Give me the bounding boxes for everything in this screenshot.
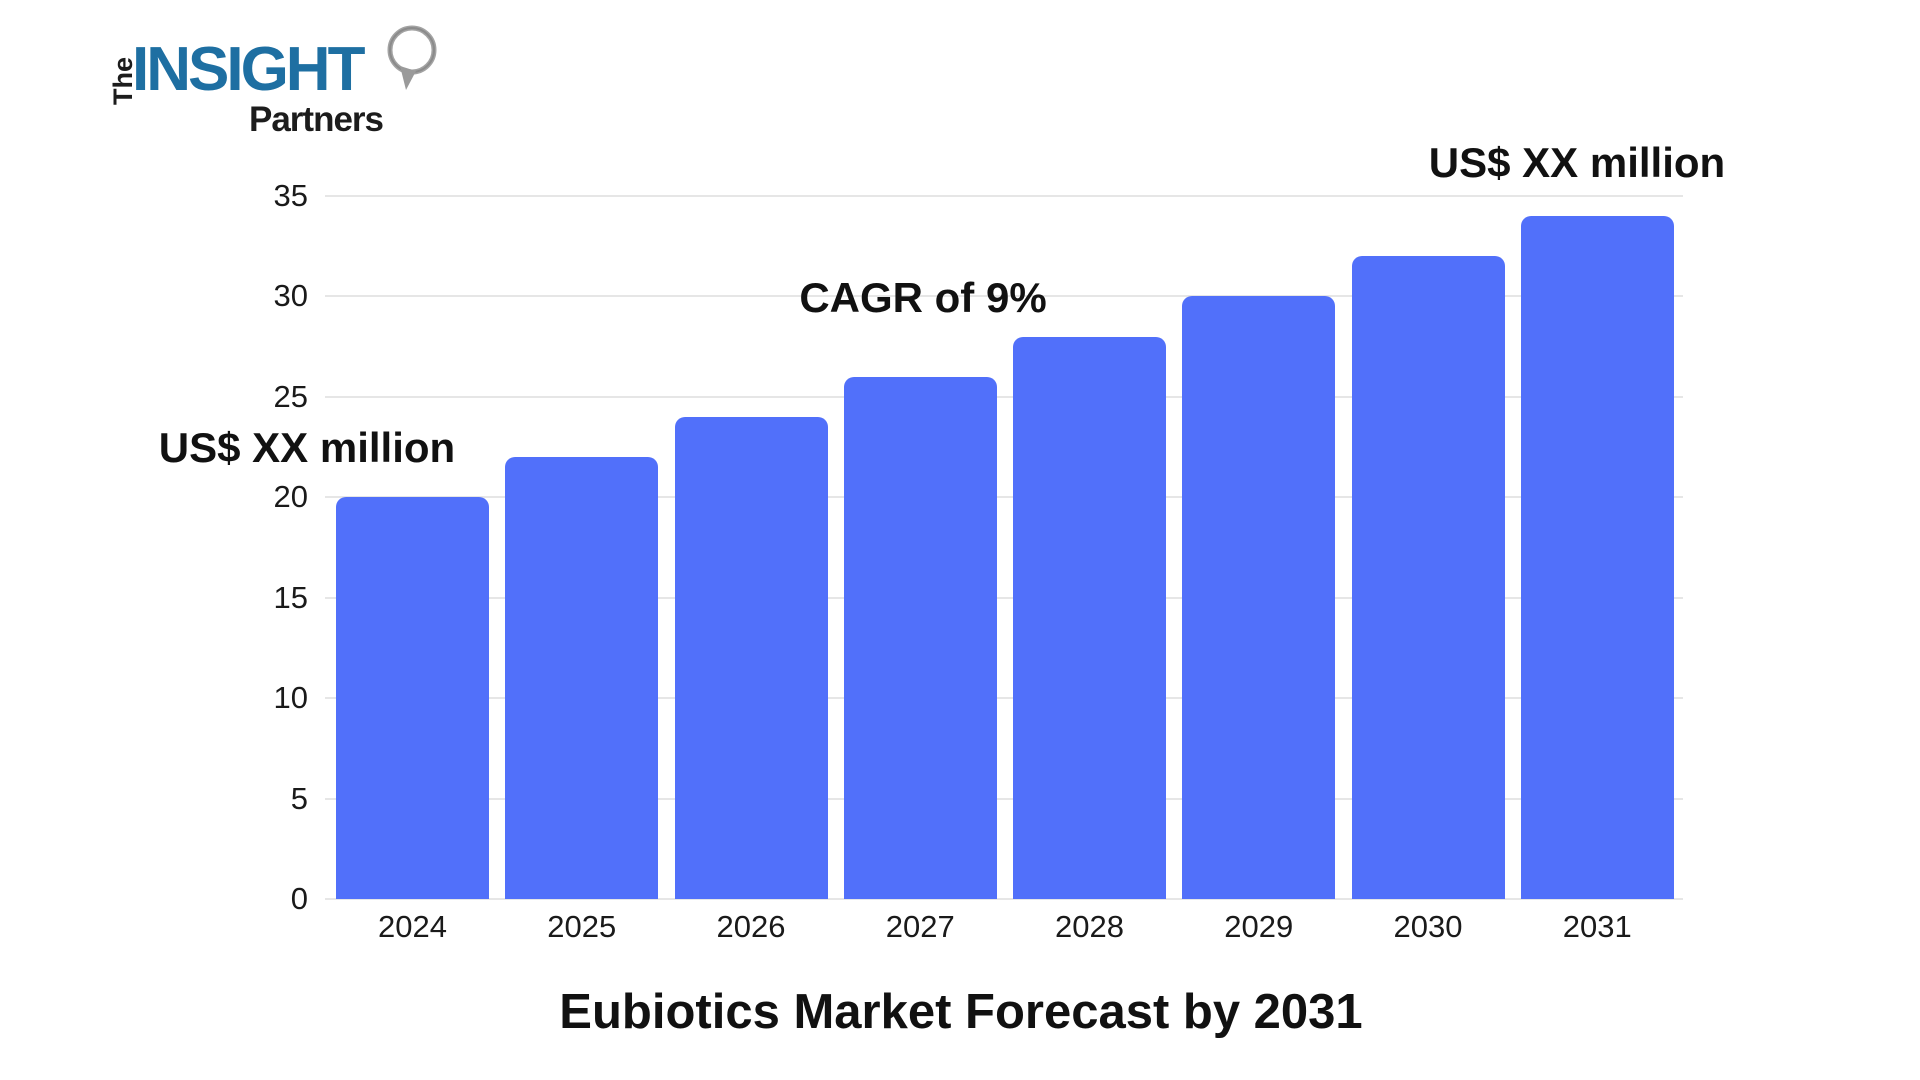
annotation-end-value: US$ XX million — [1428, 139, 1726, 186]
bar-2029 — [1182, 296, 1336, 899]
gridline-y-30 — [325, 295, 1683, 298]
gridline-y-5 — [325, 797, 1683, 800]
gridline-y-10 — [325, 697, 1683, 700]
x-axis-tick-label-2028: 2028 — [1055, 909, 1124, 944]
y-axis-tick-label: 25 — [273, 378, 308, 414]
y-axis-tick-label: 35 — [273, 178, 308, 213]
gridline-y-0 — [325, 898, 1683, 900]
y-axis-tick-label: 0 — [290, 881, 308, 916]
x-axis-tick-label-2029: 2029 — [1224, 909, 1294, 944]
bar-2026 — [674, 416, 828, 899]
bar-2030 — [1351, 256, 1505, 899]
annotation-cagr: CAGR of 9% — [799, 274, 1047, 321]
bar-2031 — [1520, 216, 1674, 899]
x-axis-tick-label-2030: 2030 — [1393, 909, 1463, 944]
x-axis-tick-label-2024: 2024 — [378, 909, 447, 944]
gridline-y-35 — [325, 195, 1683, 197]
logo-word-partners: Partners — [249, 100, 384, 139]
gridline-y-15 — [325, 596, 1683, 599]
x-axis-tick-label-2025: 2025 — [547, 909, 617, 944]
y-axis-tick-label: 5 — [290, 780, 308, 816]
y-axis-tick-label: 20 — [273, 479, 308, 515]
gridline-y-20 — [325, 496, 1683, 499]
bar-2025 — [505, 457, 659, 899]
magnifying-glass-icon — [387, 25, 437, 90]
annotation-start-value: US$ XX million — [158, 424, 456, 471]
x-axis-tick-label-2031: 2031 — [1562, 909, 1632, 944]
bar-2027 — [843, 376, 997, 899]
bar-2028 — [1013, 336, 1167, 899]
insight-partners-logo: The INSIGHT Partners — [0, 0, 480, 160]
x-axis-tick-label-2026: 2026 — [716, 909, 786, 944]
x-axis-tick-label-2027: 2027 — [885, 909, 955, 944]
logo-word-insight: INSIGHT — [132, 35, 365, 104]
gridline-y-25 — [325, 395, 1683, 398]
bar-2024 — [336, 497, 490, 899]
chart-title: Eubiotics Market Forecast by 2031 — [559, 985, 1363, 1039]
y-axis-tick-label: 30 — [273, 278, 308, 314]
y-axis-tick-label: 15 — [273, 579, 308, 615]
y-axis-tick-label: 10 — [273, 680, 308, 716]
